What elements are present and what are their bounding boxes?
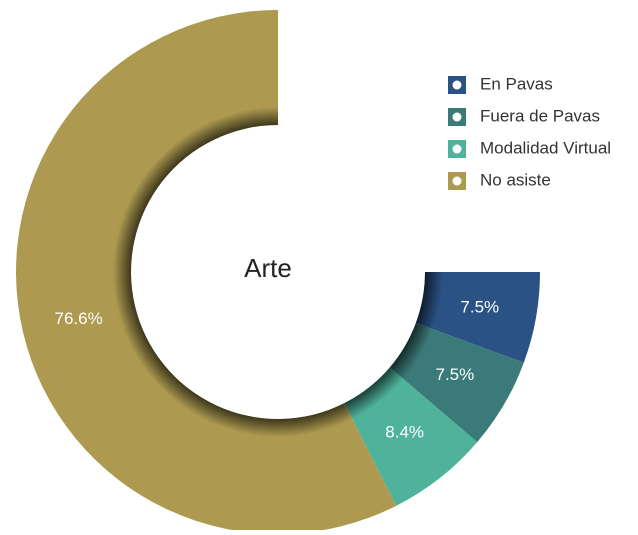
- legend-label: No asiste: [480, 170, 551, 189]
- center-title: Arte: [244, 253, 292, 283]
- legend-label: Modalidad Virtual: [480, 138, 611, 157]
- legend-label: En Pavas: [480, 74, 553, 93]
- slice-shade: [389, 322, 524, 443]
- slice-shade: [415, 272, 540, 363]
- legend-label: Fuera de Pavas: [480, 106, 600, 125]
- data-label: 7.5%: [435, 365, 474, 384]
- data-label: 76.6%: [54, 309, 102, 328]
- data-label: 7.5%: [460, 298, 499, 317]
- legend-dot: [452, 80, 462, 90]
- slice-shade: [344, 367, 478, 506]
- slice-shade: [15, 10, 397, 534]
- legend-dot: [452, 112, 462, 122]
- data-label: 8.4%: [385, 423, 424, 442]
- legend-dot: [452, 144, 462, 154]
- legend-dot: [452, 176, 462, 186]
